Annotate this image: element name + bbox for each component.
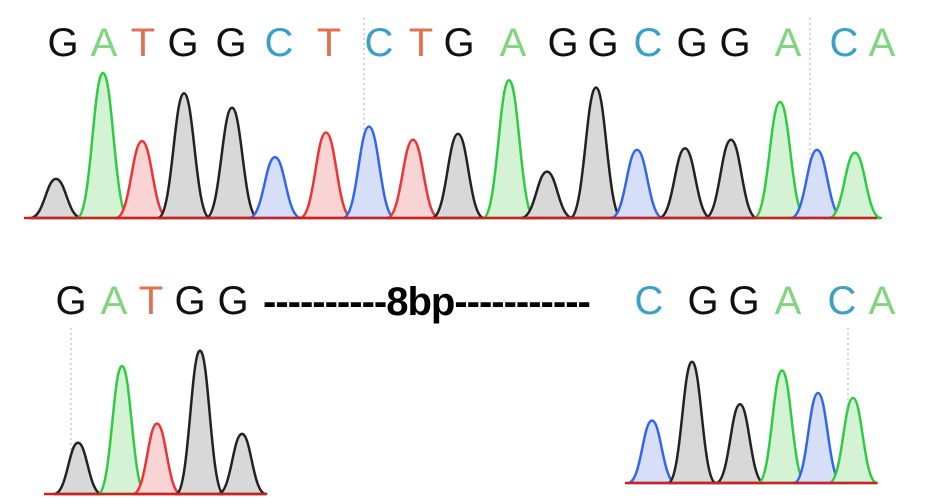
reference-peak-14	[609, 148, 665, 220]
reference-peak-12	[519, 170, 575, 220]
mutant-right-base-1: C	[634, 279, 664, 323]
reference-peak-4	[156, 92, 212, 220]
mutant-left-base-3: T	[138, 279, 164, 323]
reference-base-8: C	[364, 21, 394, 65]
mutant-right-peak-2	[666, 360, 718, 485]
reference-base-13: G	[587, 21, 619, 65]
reference-peak-3	[114, 139, 170, 220]
mutant-left-chromatogram	[52, 349, 268, 496]
mutant-right-peak-1	[626, 419, 678, 485]
mutant-left-base-5: G	[217, 279, 249, 323]
reference-base-5: G	[215, 21, 247, 65]
reference-base-12: G	[547, 21, 579, 65]
reference-base-18: C	[829, 21, 859, 65]
reference-base-10: G	[443, 21, 475, 65]
mutant-right-peak-3	[714, 403, 766, 485]
reference-base-7: T	[316, 21, 342, 65]
reference-base-15: G	[676, 21, 708, 65]
reference-peak-16	[703, 138, 759, 220]
reference-peak-6	[247, 155, 303, 220]
mutant-left-peak-4	[174, 349, 226, 496]
reference-base-16: G	[719, 21, 751, 65]
reference-peak-13	[568, 86, 624, 220]
reference-base-17: A	[774, 21, 802, 65]
mutant-right-base-2: G	[687, 279, 719, 323]
mutant-left-base-1: G	[55, 279, 87, 323]
reference-peak-2	[75, 71, 131, 220]
reference-base-11: A	[499, 21, 527, 65]
mutant-left-base-4: G	[174, 279, 206, 323]
reference-peak-15	[657, 147, 713, 220]
reference-peak-18	[789, 148, 845, 220]
mutant-right-peak-5	[792, 391, 844, 485]
reference-peak-11	[481, 79, 537, 220]
reference-peak-1	[28, 177, 84, 220]
reference-peak-10	[430, 132, 486, 220]
reference-base-14: C	[633, 21, 663, 65]
mutant-right-base-4: A	[774, 279, 802, 323]
mutant-right-base-5: C	[827, 279, 857, 323]
mutant-left-base-2: A	[100, 279, 128, 323]
reference-base-9: T	[408, 21, 434, 65]
reference-base-4: G	[167, 21, 199, 65]
reference-peak-17	[752, 100, 808, 220]
mutant-left-peak-1	[52, 441, 104, 496]
reference-peak-5	[204, 106, 260, 220]
reference-base-3: T	[130, 21, 156, 65]
mutant-right-base-3: G	[728, 279, 760, 323]
mutant-right-base-6: A	[868, 279, 896, 323]
mutant-left-peak-5	[216, 432, 268, 496]
reference-peak-19	[827, 151, 883, 220]
reference-peak-7	[298, 131, 354, 220]
reference-base-19: A	[868, 21, 896, 65]
mutant-right-peak-6	[827, 396, 879, 485]
reference-base-1: G	[47, 21, 79, 65]
reference-peak-9	[385, 138, 441, 220]
reference-base-6: C	[264, 21, 294, 65]
reference-chromatogram	[28, 71, 883, 220]
mutant-right-peak-4	[756, 369, 808, 485]
reference-peak-8	[341, 125, 397, 220]
mutant-left-peak-3	[131, 422, 183, 496]
mutant-right-chromatogram	[626, 360, 879, 485]
mutant-left-peak-2	[96, 364, 148, 496]
reference-base-2: A	[90, 21, 118, 65]
deletion-gap-label: ----------8bp-----------	[263, 280, 591, 324]
